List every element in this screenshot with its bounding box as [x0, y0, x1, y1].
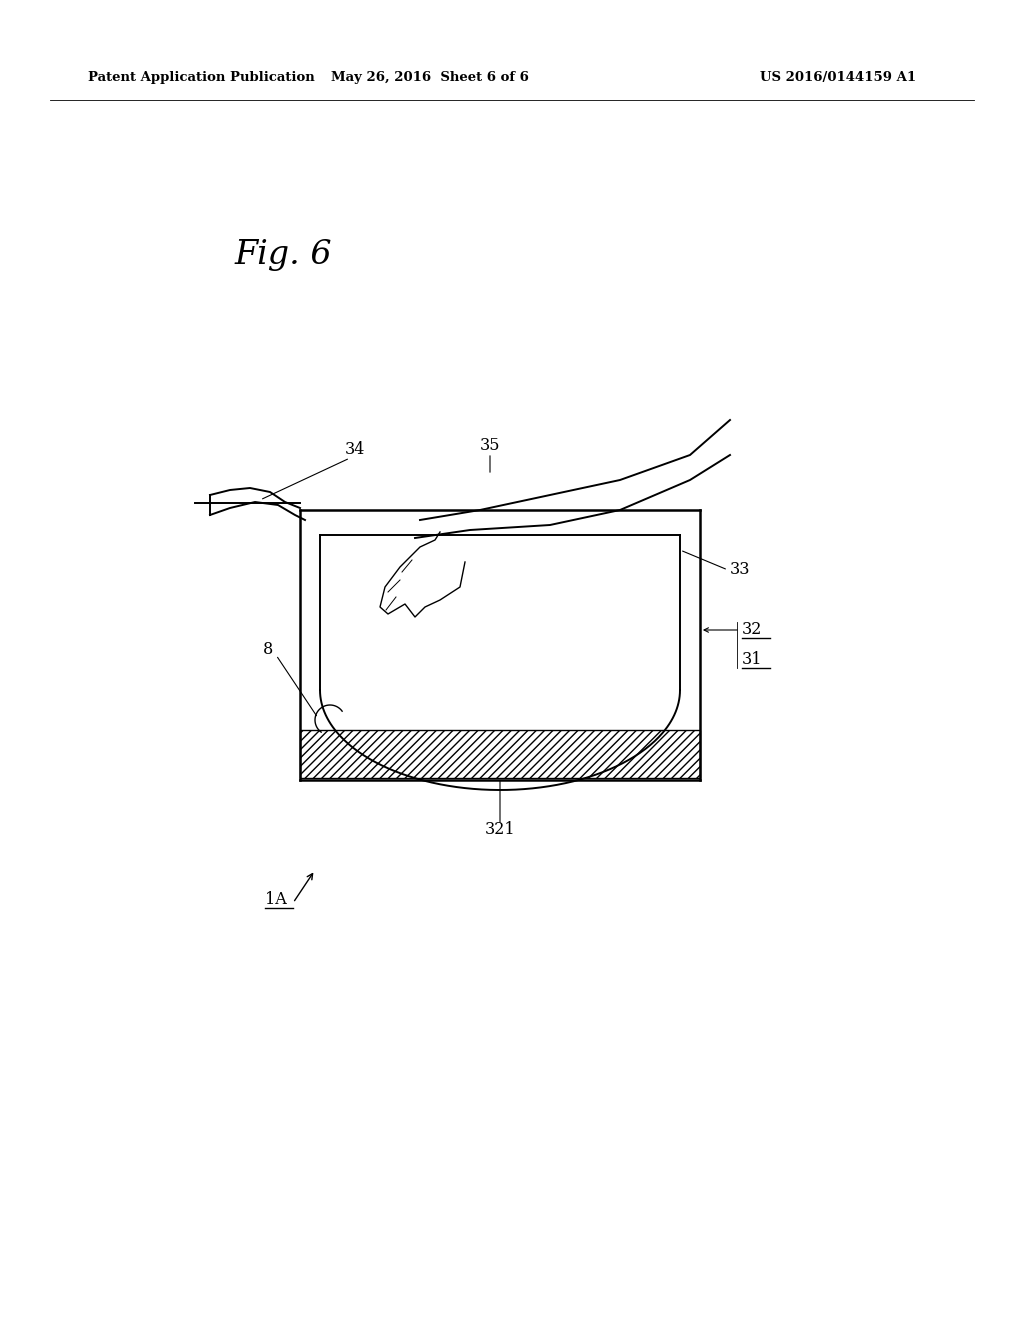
- Text: 32: 32: [742, 622, 763, 639]
- Text: US 2016/0144159 A1: US 2016/0144159 A1: [760, 71, 916, 84]
- Text: 35: 35: [480, 437, 501, 454]
- Text: 8: 8: [263, 642, 273, 659]
- Text: 31: 31: [742, 652, 763, 668]
- Text: 34: 34: [345, 441, 366, 458]
- Text: 1A: 1A: [265, 891, 287, 908]
- Text: Fig. 6: Fig. 6: [234, 239, 333, 271]
- Text: Patent Application Publication: Patent Application Publication: [88, 71, 314, 84]
- Bar: [300, 730, 700, 777]
- Text: May 26, 2016  Sheet 6 of 6: May 26, 2016 Sheet 6 of 6: [331, 71, 529, 84]
- Text: 33: 33: [730, 561, 751, 578]
- Text: 321: 321: [484, 821, 515, 838]
